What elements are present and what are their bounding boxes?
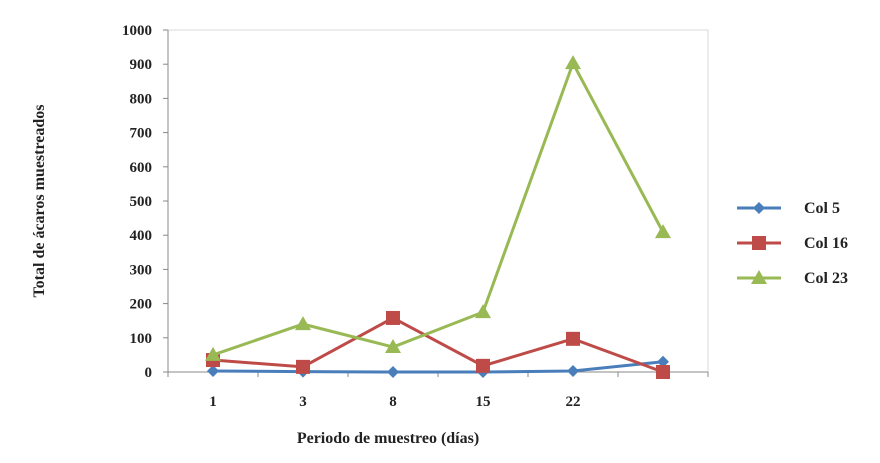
x-tick-label: 22: [566, 394, 581, 410]
data-point-col-23: [295, 316, 311, 331]
legend-marker-col-5: [753, 202, 765, 214]
y-tick-label: 400: [130, 228, 153, 244]
legend-marker-col-16: [752, 236, 766, 250]
x-tick-label: 1: [209, 394, 217, 410]
data-point-col-16: [476, 358, 490, 373]
data-point-col-23: [655, 224, 671, 239]
series-line-col-23: [212, 59, 665, 357]
data-point-col-23: [385, 339, 401, 354]
y-tick-label: 500: [130, 194, 153, 210]
data-point-col-23: [565, 55, 581, 70]
y-tick-label: 0: [145, 365, 153, 381]
series-line-col-5: [212, 360, 664, 374]
data-point-col-23: [205, 346, 221, 361]
plot-area: [167, 29, 709, 373]
data-point-col-16: [296, 359, 310, 374]
y-tick-label: 900: [130, 57, 153, 73]
legend-label-col-5: Col 5: [804, 200, 840, 217]
data-point-col-5: [207, 364, 219, 377]
y-tick-label: 300: [130, 262, 153, 278]
x-axis-title: Periodo de muestreo (días): [297, 430, 479, 447]
legend-label-col-16: Col 16: [804, 235, 848, 252]
y-tick-label: 200: [130, 297, 153, 313]
data-point-col-5: [387, 366, 399, 378]
y-tick-label: 1000: [122, 23, 152, 39]
y-axis-title: Total de ácaros muestreados: [31, 104, 48, 297]
legend-marker-col-23: [751, 270, 767, 284]
data-point-col-16: [566, 331, 580, 346]
data-point-col-5: [567, 364, 579, 377]
data-point-col-23: [475, 304, 491, 319]
x-tick-label: 15: [476, 394, 491, 410]
x-tick-label: 8: [389, 394, 397, 410]
y-tick-label: 600: [130, 160, 153, 176]
data-point-col-5: [657, 355, 669, 368]
data-point-col-16: [386, 310, 400, 325]
y-tick-label: 800: [130, 91, 153, 107]
x-tick-label: 3: [299, 394, 307, 410]
data-point-col-16: [656, 365, 670, 379]
series-line-col-16: [212, 316, 664, 374]
y-tick-label: 100: [130, 331, 153, 347]
legend-label-col-23: Col 23: [804, 270, 848, 287]
y-tick-label: 700: [130, 126, 153, 142]
